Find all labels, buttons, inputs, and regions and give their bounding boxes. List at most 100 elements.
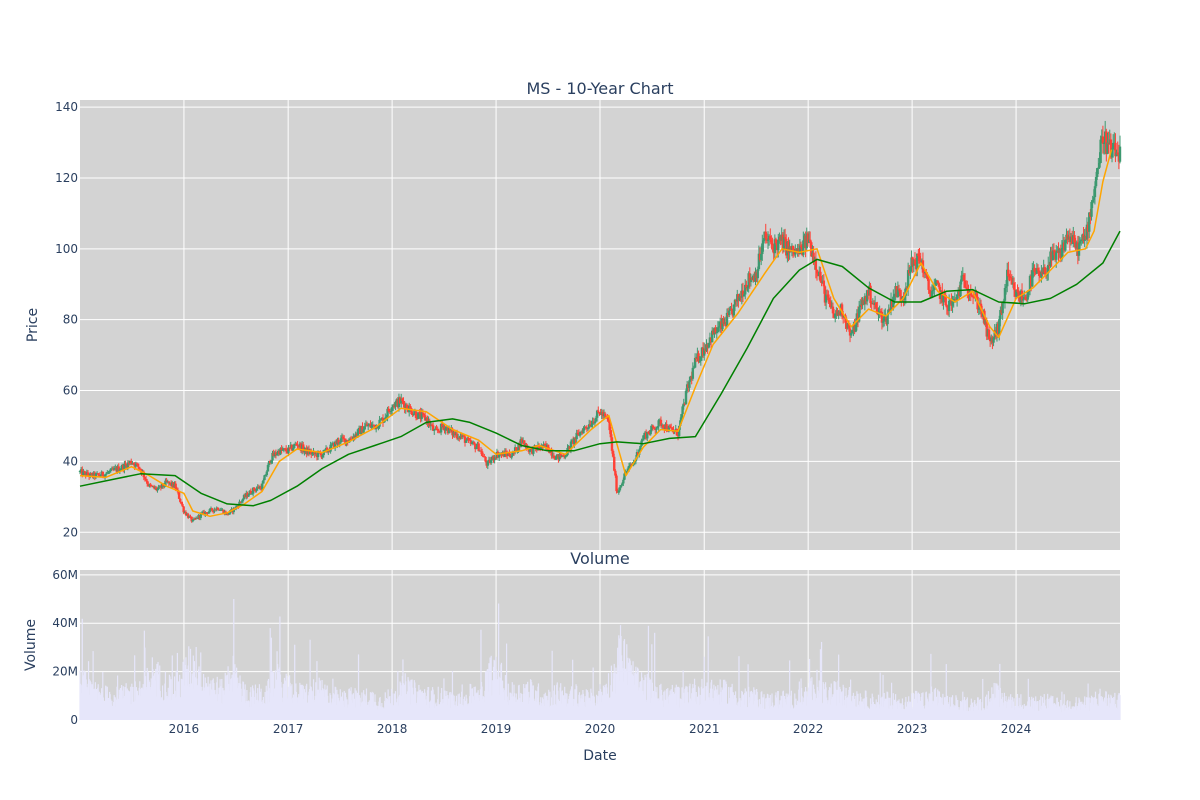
candle-body	[284, 448, 288, 452]
candle-body	[656, 426, 659, 429]
candle-body	[136, 463, 140, 467]
volume-bar	[717, 685, 719, 720]
candle-body	[463, 436, 467, 443]
volume-bar	[175, 670, 177, 720]
candle-body	[384, 417, 387, 420]
volume-bar	[92, 651, 94, 720]
candle-body	[714, 327, 717, 334]
candle-body	[942, 294, 945, 303]
candle-body	[1002, 300, 1006, 303]
candle-body	[619, 485, 623, 488]
candle-body	[897, 289, 901, 291]
candle-body	[208, 509, 212, 512]
candle-body	[132, 463, 135, 465]
candle-body	[564, 456, 567, 458]
candle-body	[431, 425, 435, 431]
candle-body	[770, 239, 773, 245]
candle-body	[582, 428, 585, 434]
candle-body	[1109, 139, 1113, 158]
candle-body	[124, 463, 127, 465]
volume-bar	[1005, 696, 1007, 720]
candle-body	[590, 424, 593, 427]
candle-body	[190, 516, 193, 522]
candle-body	[594, 417, 598, 422]
volume-bar	[192, 655, 194, 720]
candle-body	[618, 487, 622, 491]
candle-body	[421, 412, 425, 414]
candle-body	[854, 324, 857, 332]
candle-body	[204, 512, 207, 515]
candle-body	[475, 447, 478, 450]
candle-body	[822, 280, 826, 287]
volume-bar	[763, 694, 765, 720]
candle-body	[1037, 270, 1041, 276]
candle-body	[875, 302, 878, 309]
volume-bar	[246, 690, 248, 720]
candle-body	[757, 253, 761, 270]
volume-bar	[651, 644, 653, 720]
candle-body	[271, 452, 274, 461]
volume-y-tick: 60M	[52, 568, 78, 582]
candle-body	[182, 506, 185, 513]
volume-bar	[819, 649, 822, 720]
candle-body	[1073, 235, 1076, 243]
candle-body	[510, 455, 513, 458]
volume-bar	[610, 665, 612, 720]
candle-body	[117, 466, 120, 472]
candle-body	[917, 253, 920, 257]
candle-body	[250, 493, 254, 495]
candle-body	[766, 239, 770, 241]
candle-body	[1088, 212, 1091, 232]
candle-body	[677, 425, 681, 437]
candle-body	[635, 452, 639, 459]
volume-bar	[703, 656, 705, 720]
volume-bar	[887, 692, 889, 720]
candle-body	[462, 435, 466, 437]
candle-body	[356, 429, 360, 436]
candle-body	[642, 435, 646, 440]
volume-bar	[811, 677, 813, 720]
candle-body	[930, 290, 934, 298]
candle-body	[721, 318, 724, 330]
volume-bar	[170, 679, 172, 720]
volume-bar	[1088, 697, 1090, 720]
candle-body	[680, 414, 683, 421]
volume-bar	[777, 691, 779, 720]
candle-body	[281, 449, 284, 451]
candle-body	[472, 442, 476, 445]
volume-y-tick: 0	[70, 713, 78, 727]
volume-bar	[244, 684, 246, 720]
candle-body	[725, 312, 729, 327]
volume-bar	[820, 641, 823, 720]
candle-body	[728, 310, 731, 316]
volume-bar	[651, 682, 653, 720]
candle-body	[970, 295, 974, 297]
candle-body	[651, 425, 655, 428]
candle-body	[1007, 269, 1010, 277]
volume-bar	[789, 660, 791, 720]
candle-body	[279, 448, 282, 455]
candle-body	[609, 430, 613, 438]
candle-body	[1043, 267, 1047, 274]
candle-body	[542, 443, 545, 448]
candle-body	[641, 439, 644, 441]
volume-bar	[130, 686, 132, 720]
candle-body	[1040, 271, 1043, 278]
volume-bar	[1105, 691, 1107, 720]
candle-body	[903, 295, 906, 300]
long-moving-average-line	[79, 230, 1121, 507]
candle-body	[783, 237, 787, 239]
candle-body	[409, 405, 412, 409]
candle-body	[1055, 252, 1058, 260]
volume-bar	[945, 664, 947, 720]
candle-body	[464, 440, 468, 443]
volume-bar	[888, 697, 890, 720]
volume-bar	[856, 691, 858, 720]
candle-body	[748, 273, 751, 283]
candle-body	[965, 287, 968, 289]
volume-bar	[216, 676, 218, 720]
candle-body	[390, 407, 394, 412]
candle-body	[290, 444, 294, 451]
candle-body	[152, 486, 156, 489]
candle-body	[251, 487, 255, 494]
